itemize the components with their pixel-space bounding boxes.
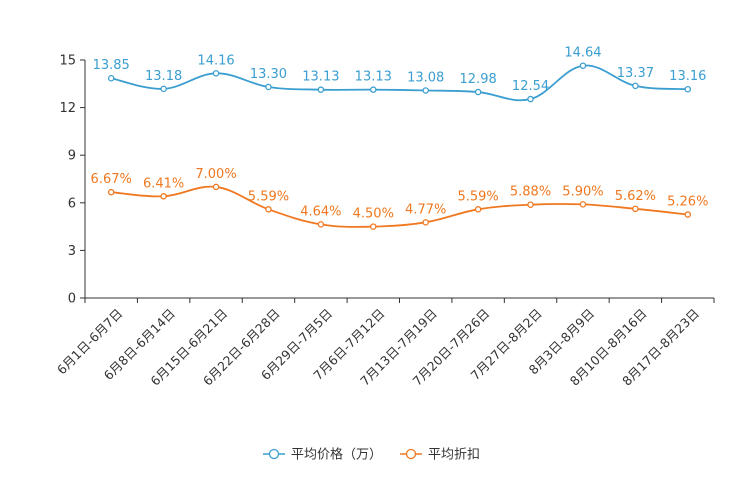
data-label: 13.08 — [407, 70, 444, 85]
data-label: 13.13 — [302, 70, 339, 85]
data-point — [632, 82, 639, 90]
legend-item-avg-discount: 平均折扣 — [400, 448, 480, 463]
series-line — [111, 185, 688, 228]
data-point — [422, 219, 429, 226]
legend-label: 平均价格（万） — [291, 447, 382, 463]
y-tick-label: 12 — [59, 101, 76, 116]
data-label: 13.13 — [355, 70, 392, 85]
data-point — [474, 206, 482, 213]
data-label: 5.59% — [248, 189, 289, 204]
data-point — [370, 86, 377, 93]
y-tick-label: 3 — [68, 244, 76, 259]
data-label: 5.62% — [615, 189, 656, 204]
data-label: 4.50% — [353, 207, 394, 222]
legend: 平均价格（万） 平均折扣 — [263, 447, 480, 463]
data-label: 5.59% — [457, 189, 498, 204]
data-point — [527, 95, 534, 103]
data-point — [317, 221, 325, 228]
data-point — [579, 201, 587, 208]
data-point — [474, 88, 482, 96]
data-label: 6.67% — [91, 172, 132, 187]
data-label: 4.77% — [405, 202, 446, 217]
legend-label: 平均折扣 — [428, 448, 480, 463]
data-point — [579, 62, 587, 69]
data-point — [265, 206, 272, 213]
data-label: 14.16 — [197, 53, 234, 68]
data-point — [422, 87, 429, 94]
y-tick-label: 15 — [59, 54, 76, 69]
data-label: 14.64 — [564, 46, 601, 61]
data-point — [212, 70, 220, 77]
data-point — [317, 86, 325, 93]
series-layer: 13.85 13.18 14.16 13.30 13.13 13.13 13.08 12.98… — [91, 46, 708, 230]
series-avg-discount: 6.67% 6.41% 7.00% 5.59% 4.64% 4.50% 4.77% 5.59%… — [91, 167, 708, 230]
legend-marker-icon — [405, 448, 417, 460]
data-point — [370, 223, 377, 230]
series-avg-price: 13.85 13.18 14.16 13.30 13.13 13.13 13.08 12.98… — [93, 46, 706, 103]
data-label: 6.41% — [143, 176, 184, 191]
data-label: 5.90% — [562, 184, 603, 199]
legend-marker-icon — [268, 448, 280, 460]
data-label: 5.26% — [667, 195, 708, 210]
data-point — [684, 85, 692, 93]
data-point — [265, 83, 272, 91]
data-label: 13.85 — [93, 58, 130, 73]
data-label: 13.16 — [669, 69, 706, 84]
data-label: 13.18 — [145, 69, 182, 84]
data-label: 12.54 — [512, 79, 549, 94]
data-point — [107, 74, 115, 82]
data-point — [160, 85, 167, 93]
data-label: 13.30 — [250, 67, 287, 82]
y-tick-label: 9 — [68, 149, 76, 164]
data-label: 4.64% — [300, 204, 341, 219]
data-label: 12.98 — [460, 72, 497, 87]
data-point — [527, 201, 534, 208]
data-label: 13.37 — [617, 66, 654, 81]
data-label: 5.88% — [510, 185, 551, 200]
data-label: 7.00% — [195, 167, 236, 182]
y-tick-label: 0 — [68, 292, 76, 307]
data-point — [107, 188, 115, 196]
data-point — [212, 183, 220, 191]
data-point — [160, 193, 167, 200]
data-point — [684, 211, 692, 218]
data-point — [632, 205, 639, 213]
legend-item-avg-price: 平均价格（万） — [263, 447, 382, 463]
y-tick-label: 6 — [68, 196, 76, 211]
series-line — [111, 64, 688, 102]
